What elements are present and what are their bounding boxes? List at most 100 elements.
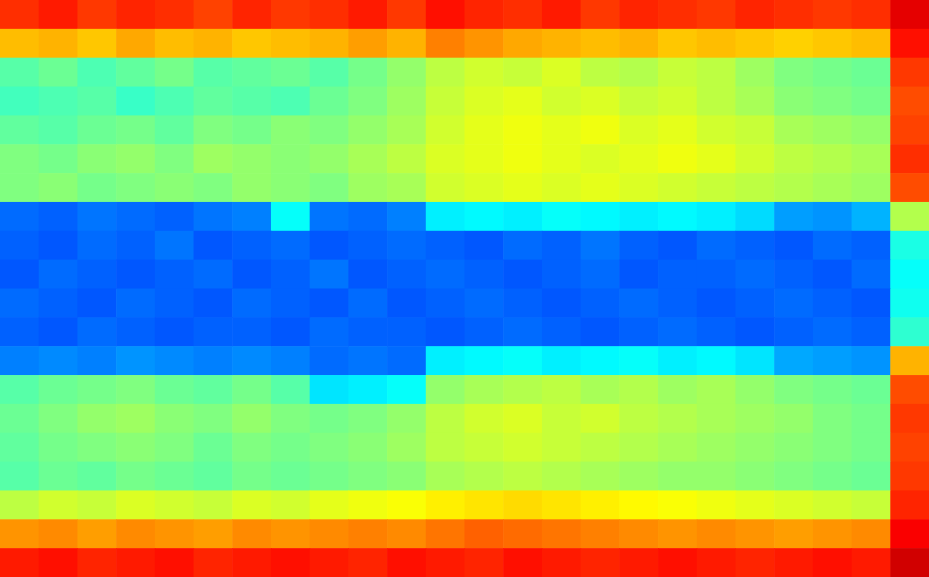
heatmap-cell bbox=[619, 433, 658, 462]
heatmap-cell bbox=[426, 490, 465, 519]
heatmap-cell bbox=[658, 202, 697, 231]
heatmap-cell bbox=[852, 375, 891, 404]
heatmap-cell bbox=[39, 231, 78, 260]
heatmap-cell bbox=[542, 115, 581, 144]
heatmap-cell bbox=[0, 289, 39, 318]
heatmap-cell bbox=[619, 87, 658, 116]
heatmap-cell bbox=[465, 0, 504, 29]
heatmap-cell bbox=[465, 375, 504, 404]
heatmap-cell bbox=[387, 144, 426, 173]
heatmap-cell bbox=[232, 202, 271, 231]
heatmap-cell bbox=[194, 231, 233, 260]
heatmap-cell bbox=[232, 346, 271, 375]
heatmap-cell bbox=[503, 490, 542, 519]
heatmap-cell bbox=[581, 58, 620, 87]
heatmap-cell bbox=[0, 433, 39, 462]
heatmap-cell bbox=[116, 433, 155, 462]
heatmap-cell bbox=[310, 58, 349, 87]
heatmap-cell bbox=[426, 519, 465, 548]
heatmap-cell bbox=[387, 375, 426, 404]
heatmap-cell bbox=[387, 115, 426, 144]
heatmap-cell bbox=[39, 260, 78, 289]
heatmap-cell bbox=[658, 0, 697, 29]
heatmap-cell bbox=[116, 202, 155, 231]
heatmap-cell bbox=[658, 144, 697, 173]
heatmap-cell bbox=[465, 317, 504, 346]
heatmap-cell bbox=[271, 87, 310, 116]
heatmap-cell bbox=[77, 202, 116, 231]
heatmap-cell bbox=[387, 231, 426, 260]
heatmap-cell bbox=[697, 260, 736, 289]
heatmap-cell bbox=[697, 58, 736, 87]
heatmap-cell bbox=[116, 346, 155, 375]
heatmap-cell bbox=[697, 462, 736, 491]
heatmap-cell bbox=[735, 462, 774, 491]
heatmap-cell bbox=[697, 173, 736, 202]
heatmap-cell bbox=[890, 433, 929, 462]
heatmap-cell bbox=[890, 202, 929, 231]
heatmap-cell bbox=[387, 58, 426, 87]
heatmap-cell bbox=[39, 404, 78, 433]
heatmap-cell bbox=[155, 0, 194, 29]
heatmap-cell bbox=[465, 346, 504, 375]
heatmap-cell bbox=[619, 231, 658, 260]
heatmap-cell bbox=[232, 404, 271, 433]
heatmap-cell bbox=[0, 0, 39, 29]
heatmap-cell bbox=[852, 548, 891, 577]
heatmap-cell bbox=[387, 0, 426, 29]
heatmap-cell bbox=[774, 260, 813, 289]
heatmap-cell bbox=[426, 115, 465, 144]
heatmap-cell bbox=[348, 519, 387, 548]
heatmap-cell bbox=[0, 490, 39, 519]
heatmap-cell bbox=[116, 462, 155, 491]
heatmap-cell bbox=[194, 490, 233, 519]
heatmap-cell bbox=[465, 490, 504, 519]
heatmap-cell bbox=[581, 548, 620, 577]
heatmap-cell bbox=[387, 462, 426, 491]
heatmap-cell bbox=[735, 519, 774, 548]
heatmap-cell bbox=[813, 317, 852, 346]
heatmap-cell bbox=[658, 490, 697, 519]
heatmap-cell bbox=[890, 144, 929, 173]
heatmap-cell bbox=[890, 519, 929, 548]
heatmap-cell bbox=[503, 289, 542, 318]
heatmap-cell bbox=[619, 202, 658, 231]
heatmap-cell bbox=[0, 375, 39, 404]
heatmap-cell bbox=[658, 375, 697, 404]
heatmap-cell bbox=[155, 29, 194, 58]
heatmap-cell bbox=[77, 58, 116, 87]
heatmap-cell bbox=[619, 115, 658, 144]
heatmap-cell bbox=[0, 231, 39, 260]
heatmap-cell bbox=[426, 173, 465, 202]
heatmap-cell bbox=[658, 433, 697, 462]
heatmap-cell bbox=[0, 404, 39, 433]
heatmap-cell bbox=[542, 173, 581, 202]
heatmap-cell bbox=[194, 144, 233, 173]
heatmap-cell bbox=[39, 0, 78, 29]
heatmap-cell bbox=[0, 519, 39, 548]
heatmap-cell bbox=[542, 87, 581, 116]
heatmap-cell bbox=[0, 548, 39, 577]
heatmap-cell bbox=[581, 144, 620, 173]
heatmap-cell bbox=[813, 58, 852, 87]
heatmap-cell bbox=[581, 231, 620, 260]
heatmap-cell bbox=[116, 260, 155, 289]
heatmap-cell bbox=[426, 87, 465, 116]
heatmap-cell bbox=[348, 433, 387, 462]
heatmap-cell bbox=[348, 202, 387, 231]
heatmap-cell bbox=[348, 87, 387, 116]
heatmap-cell bbox=[697, 519, 736, 548]
heatmap-cell bbox=[890, 404, 929, 433]
heatmap-cell bbox=[426, 260, 465, 289]
heatmap-cell bbox=[116, 58, 155, 87]
heatmap-cell bbox=[348, 58, 387, 87]
heatmap-cell bbox=[271, 317, 310, 346]
heatmap-cell bbox=[581, 404, 620, 433]
heatmap-cell bbox=[581, 0, 620, 29]
heatmap-cell bbox=[232, 58, 271, 87]
heatmap-cell bbox=[890, 87, 929, 116]
heatmap-cell bbox=[774, 29, 813, 58]
heatmap-cell bbox=[310, 289, 349, 318]
heatmap-cell bbox=[581, 202, 620, 231]
heatmap-cell bbox=[852, 231, 891, 260]
